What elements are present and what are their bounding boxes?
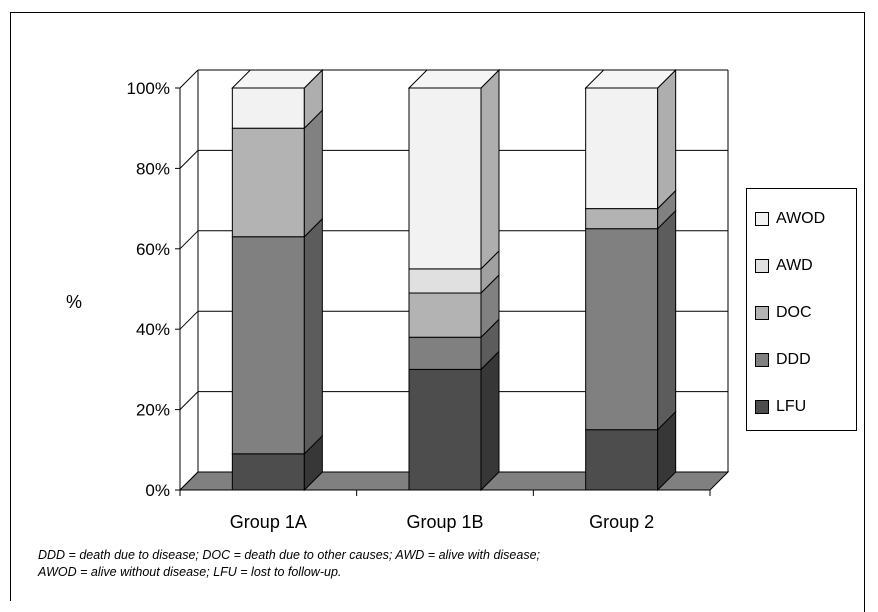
figure-frame — [10, 12, 865, 612]
legend-item: AWOD — [755, 210, 825, 228]
legend-label: DDD — [776, 351, 811, 368]
bar-segment-side — [657, 68, 677, 210]
legend: AWOD AWD DOC DDD LFU — [746, 188, 857, 431]
bar-segment-side — [303, 108, 323, 238]
y-tick-label: 0% — [145, 481, 170, 500]
bar-segment — [585, 208, 659, 230]
bar-segment — [231, 127, 305, 238]
bar-segment — [408, 292, 482, 338]
bar-segment-side — [303, 217, 323, 456]
bar-segment — [408, 336, 482, 370]
side-wall-tick — [179, 230, 199, 250]
y-axis-label: % — [66, 292, 83, 312]
legend-swatch — [755, 212, 769, 226]
y-tick-label: 100% — [127, 79, 170, 98]
bar-segment — [585, 429, 659, 491]
legend-swatch — [755, 259, 769, 273]
legend-item: AWD — [755, 257, 813, 275]
y-tick-label: 60% — [136, 240, 170, 259]
bar-top — [231, 69, 324, 89]
footnote-line-2: AWOD = alive without disease; LFU = lost… — [38, 565, 342, 579]
bar-segment — [408, 268, 482, 294]
legend-item: LFU — [755, 398, 806, 416]
bar-segment — [585, 87, 659, 210]
bar-segment — [231, 236, 305, 455]
side-wall-tick — [179, 310, 199, 330]
side-wall-tick — [179, 150, 199, 169]
legend-swatch — [755, 306, 769, 320]
bar-segment — [408, 368, 482, 491]
bar-segment-side — [657, 209, 677, 431]
bar-segment — [585, 228, 659, 431]
legend-label: AWD — [776, 257, 813, 274]
bar-segment — [231, 87, 305, 129]
y-tick-label: 20% — [136, 401, 170, 420]
y-tick-label: 80% — [136, 159, 170, 178]
figure-frame-left-edge — [10, 12, 11, 601]
side-wall-tick — [179, 69, 199, 89]
footnote: DDD = death due to disease; DOC = death … — [38, 547, 798, 581]
side-wall-tick — [179, 391, 199, 410]
bar-segment — [408, 87, 482, 270]
legend-label: DOC — [776, 304, 812, 321]
legend-swatch — [755, 400, 769, 414]
legend-swatch — [755, 353, 769, 367]
legend-item: DDD — [755, 351, 811, 369]
bar-top — [407, 69, 501, 89]
footnote-line-1: DDD = death due to disease; DOC = death … — [38, 548, 541, 562]
legend-label: LFU — [776, 398, 807, 415]
bar-segment-side — [480, 350, 500, 492]
y-tick-label: 40% — [136, 320, 170, 339]
legend-label: AWOD — [776, 210, 826, 227]
bar-top — [584, 69, 677, 89]
x-category-label: Group 1B — [406, 512, 483, 532]
bar-segment — [231, 453, 305, 491]
x-category-label: Group 2 — [589, 512, 654, 532]
bar-segment-side — [480, 68, 500, 271]
x-category-label: Group 1A — [230, 512, 307, 532]
legend-item: DOC — [755, 304, 812, 322]
